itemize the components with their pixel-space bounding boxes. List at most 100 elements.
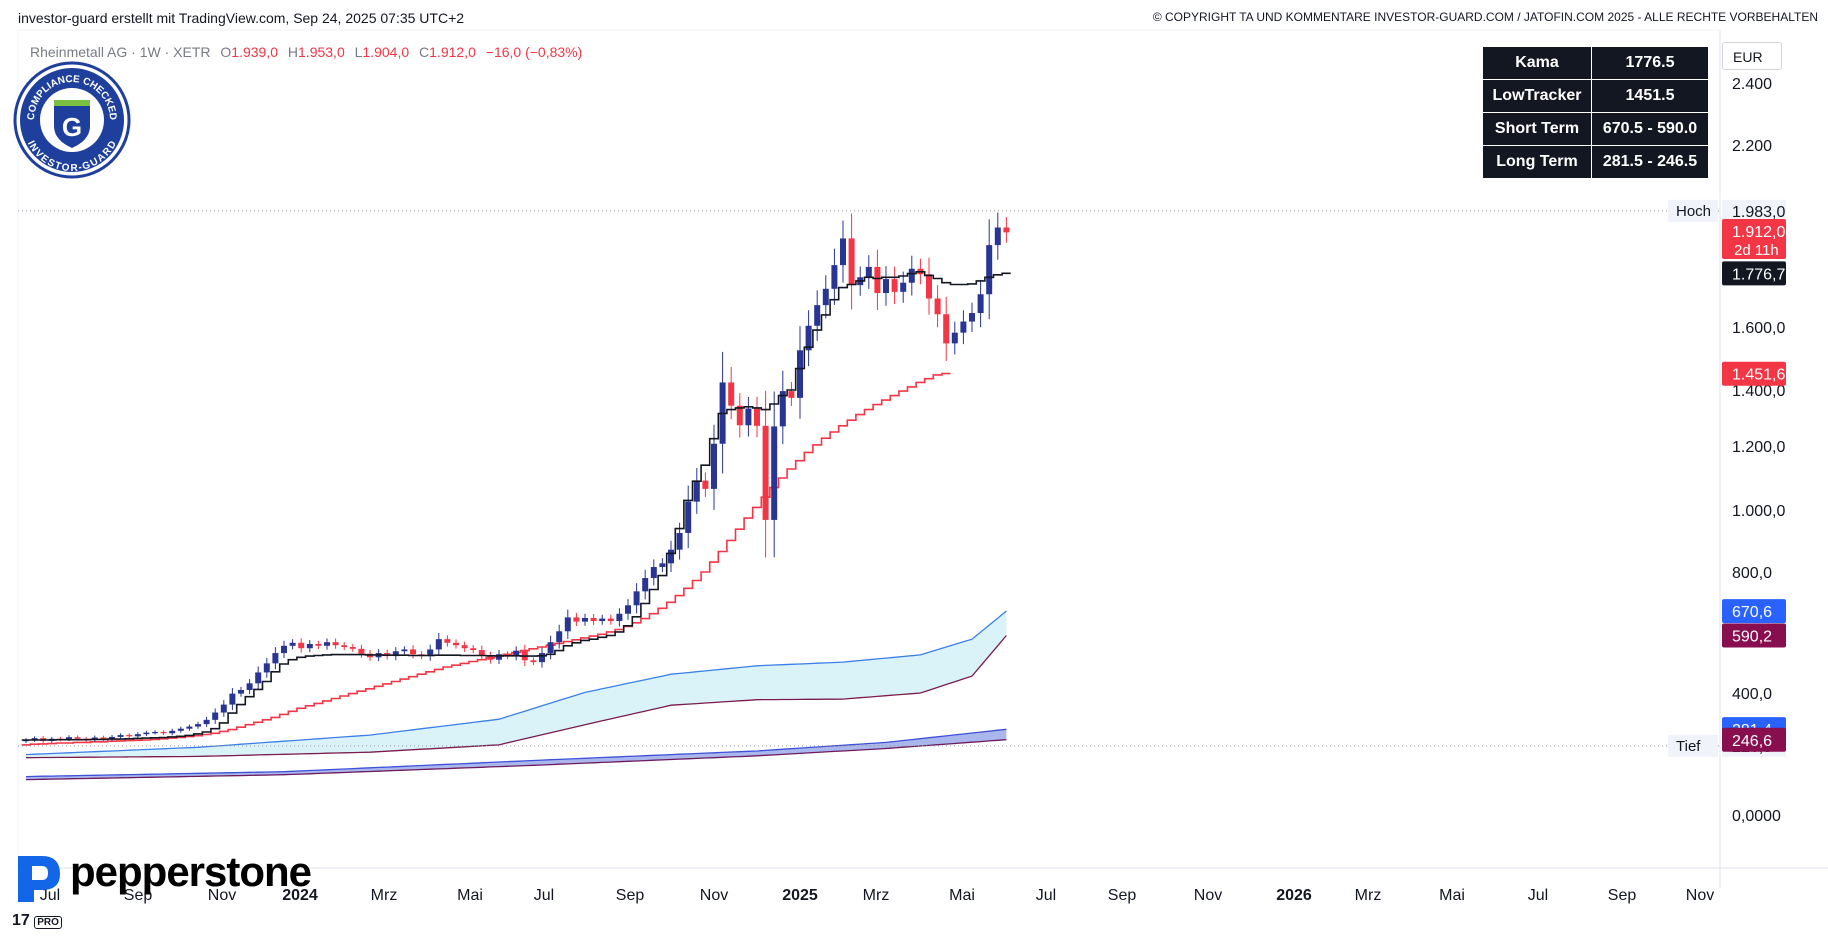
symbol-title[interactable]: Rheinmetall AG · 1W · XETR [30, 44, 211, 60]
indicator-table: Kama 1776.5 LowTracker 1451.5 Short Term 67… [1482, 46, 1709, 179]
candle [109, 735, 115, 741]
y-tick-label: 400,0 [1732, 686, 1772, 703]
x-tick-label: Mrz [1355, 887, 1382, 904]
x-tick-label: Mai [1439, 887, 1465, 904]
candle [496, 649, 502, 664]
candle [453, 639, 459, 649]
candle [754, 396, 760, 438]
candle [616, 608, 623, 627]
candle [805, 310, 812, 367]
x-tick-label: Sep [1608, 887, 1637, 904]
x-tick-label: Sep [124, 887, 153, 904]
price-labels: 1.912,02d 11h1.776,71.451,6670,6590,2281… [1722, 219, 1786, 752]
candle [401, 646, 408, 655]
x-tick-label: Mai [457, 887, 483, 904]
x-tick-label: Mai [949, 887, 975, 904]
price-label: 670,6 [1732, 604, 1772, 621]
x-tick-label: 2026 [1276, 887, 1312, 904]
y-tick-label: 1.400,0 [1732, 383, 1785, 400]
candle [324, 638, 330, 650]
high-label: Hoch [1676, 203, 1711, 220]
candle [31, 736, 38, 742]
candle [874, 249, 881, 310]
candle [487, 651, 494, 664]
candle [143, 730, 150, 737]
price-label: 1.912,0 [1732, 224, 1785, 241]
candle [255, 666, 262, 690]
candle [960, 310, 967, 345]
candle [564, 609, 571, 639]
high-value: 1.953,0 [298, 44, 345, 60]
candle [461, 641, 468, 652]
candle [771, 391, 778, 558]
chart-grid [17, 29, 1828, 888]
candle [470, 645, 477, 654]
candle [745, 396, 752, 437]
candle [711, 424, 717, 510]
candle [152, 730, 158, 735]
candle [1003, 217, 1010, 243]
short-term-upper-line [25, 610, 1007, 756]
candle [220, 700, 227, 717]
candle [736, 393, 743, 438]
x-tick-label: Mrz [863, 887, 890, 904]
countdown-label: 2d 11h [1734, 242, 1779, 259]
candle [203, 716, 210, 727]
x-tick-label: Jul [1036, 887, 1056, 904]
candle [160, 730, 167, 736]
x-tick-label: 2024 [282, 887, 318, 904]
candle [728, 366, 735, 420]
candle [788, 382, 795, 406]
kama-line [21, 271, 1011, 741]
short-term-lower-line [25, 635, 1007, 759]
candle [358, 644, 365, 658]
time-axis[interactable]: Jul Sep Nov 2024 Mrz Mai Jul Sep Nov 2025 Mrz Mai Ju… [40, 887, 1714, 904]
price-label: 590,2 [1732, 628, 1772, 645]
candle [392, 647, 399, 661]
x-tick-label: Sep [616, 887, 645, 904]
candle [668, 540, 674, 572]
candle [556, 624, 563, 649]
candle [762, 390, 769, 558]
y-tick-label: 1.000,0 [1732, 503, 1785, 520]
candle [590, 613, 597, 625]
candle [134, 732, 141, 739]
candle [986, 219, 993, 320]
x-tick-label: Nov [208, 887, 236, 904]
candle [650, 559, 657, 586]
copyright-notice: © COPYRIGHT TA UND KOMMENTARE INVESTOR-G… [1152, 10, 1818, 24]
candle [994, 212, 1001, 260]
candle [934, 285, 941, 328]
candle [539, 647, 545, 668]
price-axis[interactable]: 0,0000 400,0 800,0 1.000,0 1.200,0 1.400,0 1.6… [1722, 76, 1786, 825]
candle [117, 733, 124, 739]
x-tick-label: Sep [1108, 887, 1137, 904]
candle [427, 644, 434, 661]
x-tick-label: Nov [1686, 887, 1714, 904]
candle [341, 642, 348, 651]
candle [306, 639, 313, 653]
candle [272, 647, 279, 670]
chart-attribution: investor-guard erstellt mit TradingView.… [18, 10, 465, 26]
candle [599, 614, 606, 625]
candle [702, 472, 709, 497]
candle [848, 213, 855, 310]
candle [281, 640, 287, 659]
low-label: Tief [1676, 738, 1701, 755]
candle [238, 686, 244, 697]
y-tick-label: 2.200 [1732, 138, 1772, 155]
candle [212, 708, 219, 724]
candle [943, 296, 950, 362]
candle [410, 645, 416, 659]
y-tick-label: 1.200,0 [1732, 439, 1785, 456]
currency-selector[interactable]: EUR [1722, 42, 1782, 70]
candle [315, 640, 322, 649]
open-value: 1.939,0 [231, 44, 278, 60]
candle [951, 321, 958, 355]
y-tick-label: 1.600,0 [1732, 320, 1785, 337]
long-term-upper-line [25, 728, 1007, 778]
y-tick-label: 800,0 [1732, 565, 1772, 582]
candle [831, 248, 838, 305]
candle [349, 643, 356, 652]
